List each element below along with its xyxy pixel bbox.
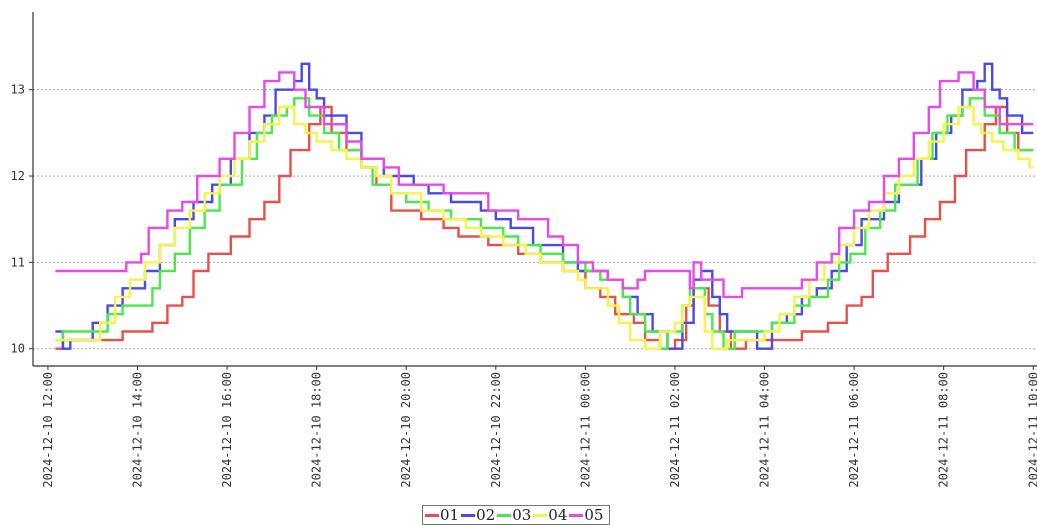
x-tick-label: 2024-12-11 04:00 xyxy=(758,372,772,488)
legend-label: 05 xyxy=(584,506,604,524)
y-tick-label: 10 xyxy=(11,342,25,356)
x-tick-label: 2024-12-11 10:00 xyxy=(1026,372,1037,488)
series-line-05 xyxy=(55,71,1034,299)
gridlines xyxy=(33,89,1037,350)
legend-swatch xyxy=(533,513,548,517)
legend-swatch xyxy=(425,513,439,517)
legend-item-04: 04 xyxy=(533,506,567,524)
legend-label: 02 xyxy=(476,506,496,524)
series-line-02 xyxy=(55,62,1034,350)
x-tick-label: 2024-12-11 06:00 xyxy=(847,372,861,488)
legend-swatch xyxy=(461,513,476,517)
legend-label: 03 xyxy=(512,506,532,524)
series-line-04 xyxy=(55,105,1034,350)
x-tick-label: 2024-12-10 22:00 xyxy=(489,372,503,488)
legend-item-03: 03 xyxy=(497,506,531,524)
x-tick-label: 2024-12-10 16:00 xyxy=(220,372,234,488)
series-line-03 xyxy=(55,97,1034,350)
legend-swatch xyxy=(497,513,512,517)
y-tick-labels: 10 11 12 13 xyxy=(11,83,33,356)
x-tick-label: 2024-12-10 20:00 xyxy=(399,372,413,488)
x-tick-labels: 2024-12-10 12:00 2024-12-10 14:00 2024-12-… xyxy=(41,366,1037,488)
x-tick-label: 2024-12-10 14:00 xyxy=(131,372,145,488)
legend-swatch xyxy=(569,513,584,517)
x-tick-label: 2024-12-10 18:00 xyxy=(310,372,324,488)
y-tick-label: 11 xyxy=(11,255,25,269)
y-tick-label: 12 xyxy=(11,169,25,183)
legend-label: 01 xyxy=(440,506,460,524)
x-tick-label: 2024-12-10 12:00 xyxy=(41,372,55,488)
legend-item-05: 05 xyxy=(569,506,603,524)
line-chart: 10 11 12 13 2024-12-10 12:00 2024-12-10 14:0… xyxy=(11,12,1037,488)
legend-item-02: 02 xyxy=(461,506,495,524)
y-tick-label: 13 xyxy=(11,83,25,97)
series-lines xyxy=(55,62,1034,350)
axes xyxy=(32,12,1037,367)
x-tick-label: 2024-12-11 00:00 xyxy=(578,372,592,488)
x-tick-label: 2024-12-11 08:00 xyxy=(937,372,951,488)
x-tick-label: 2024-12-11 02:00 xyxy=(668,372,682,488)
legend: 01 02 03 04 05 xyxy=(422,505,611,525)
legend-item-01: 01 xyxy=(425,506,459,524)
legend-label: 04 xyxy=(548,506,568,524)
